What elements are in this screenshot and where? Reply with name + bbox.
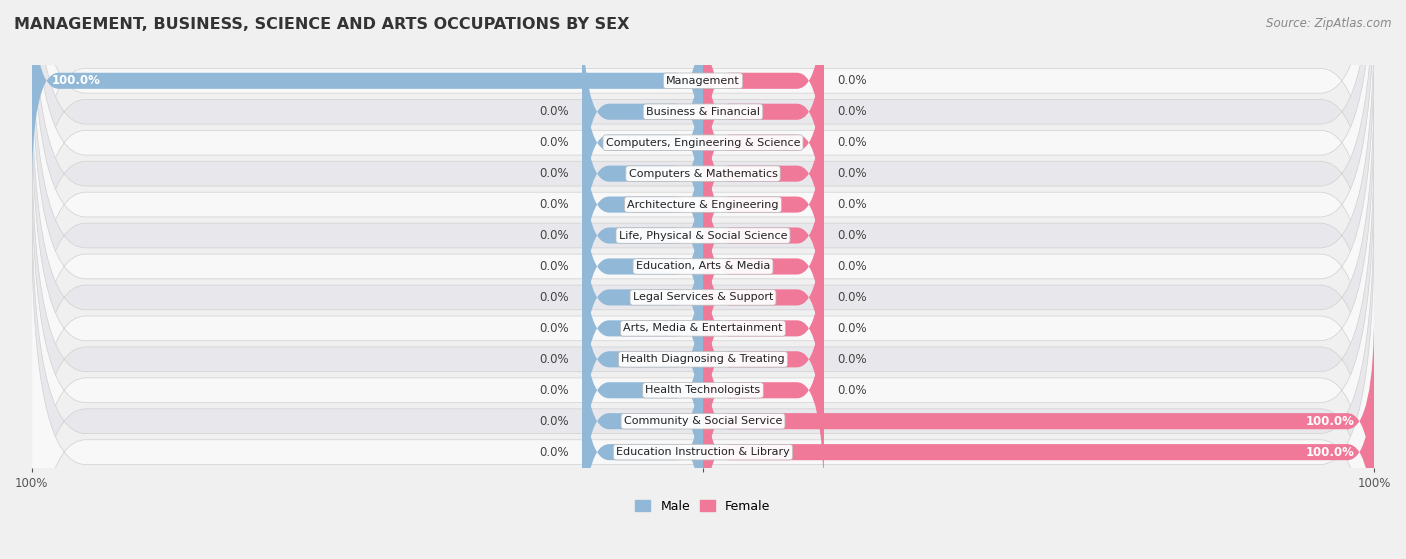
Text: MANAGEMENT, BUSINESS, SCIENCE AND ARTS OCCUPATIONS BY SEX: MANAGEMENT, BUSINESS, SCIENCE AND ARTS O… <box>14 17 630 32</box>
FancyBboxPatch shape <box>32 93 1374 559</box>
FancyBboxPatch shape <box>582 89 703 320</box>
FancyBboxPatch shape <box>703 27 824 258</box>
FancyBboxPatch shape <box>703 0 824 197</box>
FancyBboxPatch shape <box>32 186 1374 559</box>
FancyBboxPatch shape <box>582 337 703 559</box>
Text: 0.0%: 0.0% <box>538 198 569 211</box>
Text: 0.0%: 0.0% <box>538 322 569 335</box>
Text: 0.0%: 0.0% <box>538 136 569 149</box>
Text: Business & Financial: Business & Financial <box>645 107 761 117</box>
Text: 0.0%: 0.0% <box>837 198 868 211</box>
FancyBboxPatch shape <box>582 27 703 258</box>
FancyBboxPatch shape <box>32 0 1374 440</box>
Text: Computers & Mathematics: Computers & Mathematics <box>628 169 778 179</box>
Legend: Male, Female: Male, Female <box>630 495 776 518</box>
Text: Education Instruction & Library: Education Instruction & Library <box>616 447 790 457</box>
FancyBboxPatch shape <box>582 58 703 290</box>
Text: 0.0%: 0.0% <box>837 322 868 335</box>
Text: 0.0%: 0.0% <box>538 167 569 180</box>
FancyBboxPatch shape <box>32 124 1374 559</box>
Text: 0.0%: 0.0% <box>538 229 569 242</box>
Text: Education, Arts & Media: Education, Arts & Media <box>636 262 770 272</box>
FancyBboxPatch shape <box>32 0 1374 409</box>
Text: Community & Social Service: Community & Social Service <box>624 416 782 426</box>
Text: 0.0%: 0.0% <box>837 74 868 87</box>
FancyBboxPatch shape <box>582 182 703 413</box>
Text: 0.0%: 0.0% <box>837 353 868 366</box>
Text: Health Diagnosing & Treating: Health Diagnosing & Treating <box>621 354 785 364</box>
FancyBboxPatch shape <box>582 0 703 228</box>
FancyBboxPatch shape <box>582 212 703 444</box>
FancyBboxPatch shape <box>32 62 1374 533</box>
FancyBboxPatch shape <box>703 305 1374 537</box>
Text: Source: ZipAtlas.com: Source: ZipAtlas.com <box>1267 17 1392 30</box>
FancyBboxPatch shape <box>32 155 1374 559</box>
Text: Legal Services & Support: Legal Services & Support <box>633 292 773 302</box>
FancyBboxPatch shape <box>703 89 824 320</box>
Text: 100.0%: 100.0% <box>1305 415 1354 428</box>
FancyBboxPatch shape <box>582 151 703 382</box>
Text: Arts, Media & Entertainment: Arts, Media & Entertainment <box>623 323 783 333</box>
Text: 0.0%: 0.0% <box>837 136 868 149</box>
FancyBboxPatch shape <box>32 0 1374 347</box>
FancyBboxPatch shape <box>582 244 703 475</box>
Text: 100.0%: 100.0% <box>52 74 101 87</box>
Text: 0.0%: 0.0% <box>538 415 569 428</box>
Text: 0.0%: 0.0% <box>837 167 868 180</box>
FancyBboxPatch shape <box>32 1 1374 471</box>
Text: Computers, Engineering & Science: Computers, Engineering & Science <box>606 138 800 148</box>
FancyBboxPatch shape <box>32 31 1374 501</box>
FancyBboxPatch shape <box>582 305 703 537</box>
FancyBboxPatch shape <box>703 212 824 444</box>
FancyBboxPatch shape <box>32 0 1374 378</box>
FancyBboxPatch shape <box>703 337 1374 559</box>
FancyBboxPatch shape <box>703 120 824 351</box>
Text: 100.0%: 100.0% <box>1305 446 1354 458</box>
Text: Life, Physical & Social Science: Life, Physical & Social Science <box>619 230 787 240</box>
Text: 0.0%: 0.0% <box>538 105 569 119</box>
Text: 0.0%: 0.0% <box>837 291 868 304</box>
Text: 0.0%: 0.0% <box>837 260 868 273</box>
Text: Architecture & Engineering: Architecture & Engineering <box>627 200 779 210</box>
Text: Health Technologists: Health Technologists <box>645 385 761 395</box>
FancyBboxPatch shape <box>32 0 1374 316</box>
FancyBboxPatch shape <box>703 182 824 413</box>
Text: Management: Management <box>666 76 740 86</box>
Text: 0.0%: 0.0% <box>538 384 569 397</box>
Text: 0.0%: 0.0% <box>538 446 569 458</box>
Text: 0.0%: 0.0% <box>538 260 569 273</box>
FancyBboxPatch shape <box>582 120 703 351</box>
FancyBboxPatch shape <box>703 58 824 290</box>
Text: 0.0%: 0.0% <box>538 353 569 366</box>
FancyBboxPatch shape <box>32 0 703 197</box>
FancyBboxPatch shape <box>32 217 1374 559</box>
Text: 0.0%: 0.0% <box>538 291 569 304</box>
FancyBboxPatch shape <box>703 151 824 382</box>
FancyBboxPatch shape <box>703 0 824 228</box>
Text: 0.0%: 0.0% <box>837 105 868 119</box>
FancyBboxPatch shape <box>703 244 824 475</box>
FancyBboxPatch shape <box>703 274 824 506</box>
Text: 0.0%: 0.0% <box>837 229 868 242</box>
FancyBboxPatch shape <box>582 274 703 506</box>
Text: 0.0%: 0.0% <box>837 384 868 397</box>
